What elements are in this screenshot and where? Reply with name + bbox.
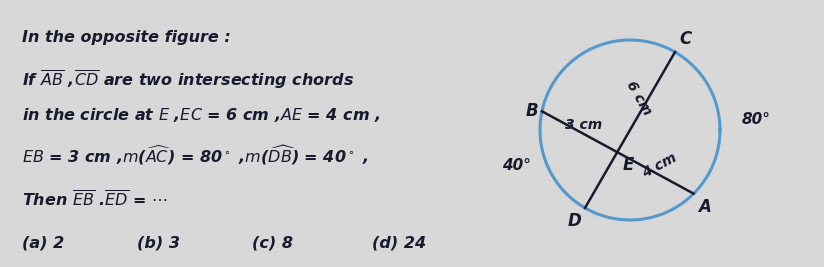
Text: in the circle at $\mathit{E}$ ,$\mathit{EC}$ = 6 cm ,$\mathit{AE}$ = 4 cm ,: in the circle at $\mathit{E}$ ,$\mathit{… xyxy=(22,106,381,124)
Text: A: A xyxy=(698,198,710,216)
Text: B: B xyxy=(526,102,538,120)
Text: C: C xyxy=(679,30,691,48)
Text: E: E xyxy=(622,156,634,174)
Text: 6 cm: 6 cm xyxy=(624,78,654,118)
Text: (b) 3: (b) 3 xyxy=(137,236,180,251)
Text: $\mathit{EB}$ = 3 cm ,$\mathit{m}$($\widehat{\mathit{AC}}$) = 80$^\circ$ ,$\math: $\mathit{EB}$ = 3 cm ,$\mathit{m}$($\wid… xyxy=(22,144,369,167)
Text: D: D xyxy=(567,212,581,230)
Text: If $\overline{\mathit{AB}}$ ,$\overline{\mathit{CD}}$ are two intersecting chord: If $\overline{\mathit{AB}}$ ,$\overline{… xyxy=(22,68,354,91)
Text: In the opposite figure :: In the opposite figure : xyxy=(22,30,231,45)
Text: 3 cm: 3 cm xyxy=(564,118,602,132)
Text: (c) 8: (c) 8 xyxy=(252,236,293,251)
Text: (d) 24: (d) 24 xyxy=(372,236,426,251)
Text: Then $\overline{\mathit{EB}}$ .$\overline{\mathit{ED}}$ = $\cdots$: Then $\overline{\mathit{EB}}$ .$\overlin… xyxy=(22,190,168,210)
Text: 40°: 40° xyxy=(502,158,531,172)
Text: 4 cm: 4 cm xyxy=(639,151,679,181)
Text: (a) 2: (a) 2 xyxy=(22,236,64,251)
Text: 80°: 80° xyxy=(742,112,771,128)
